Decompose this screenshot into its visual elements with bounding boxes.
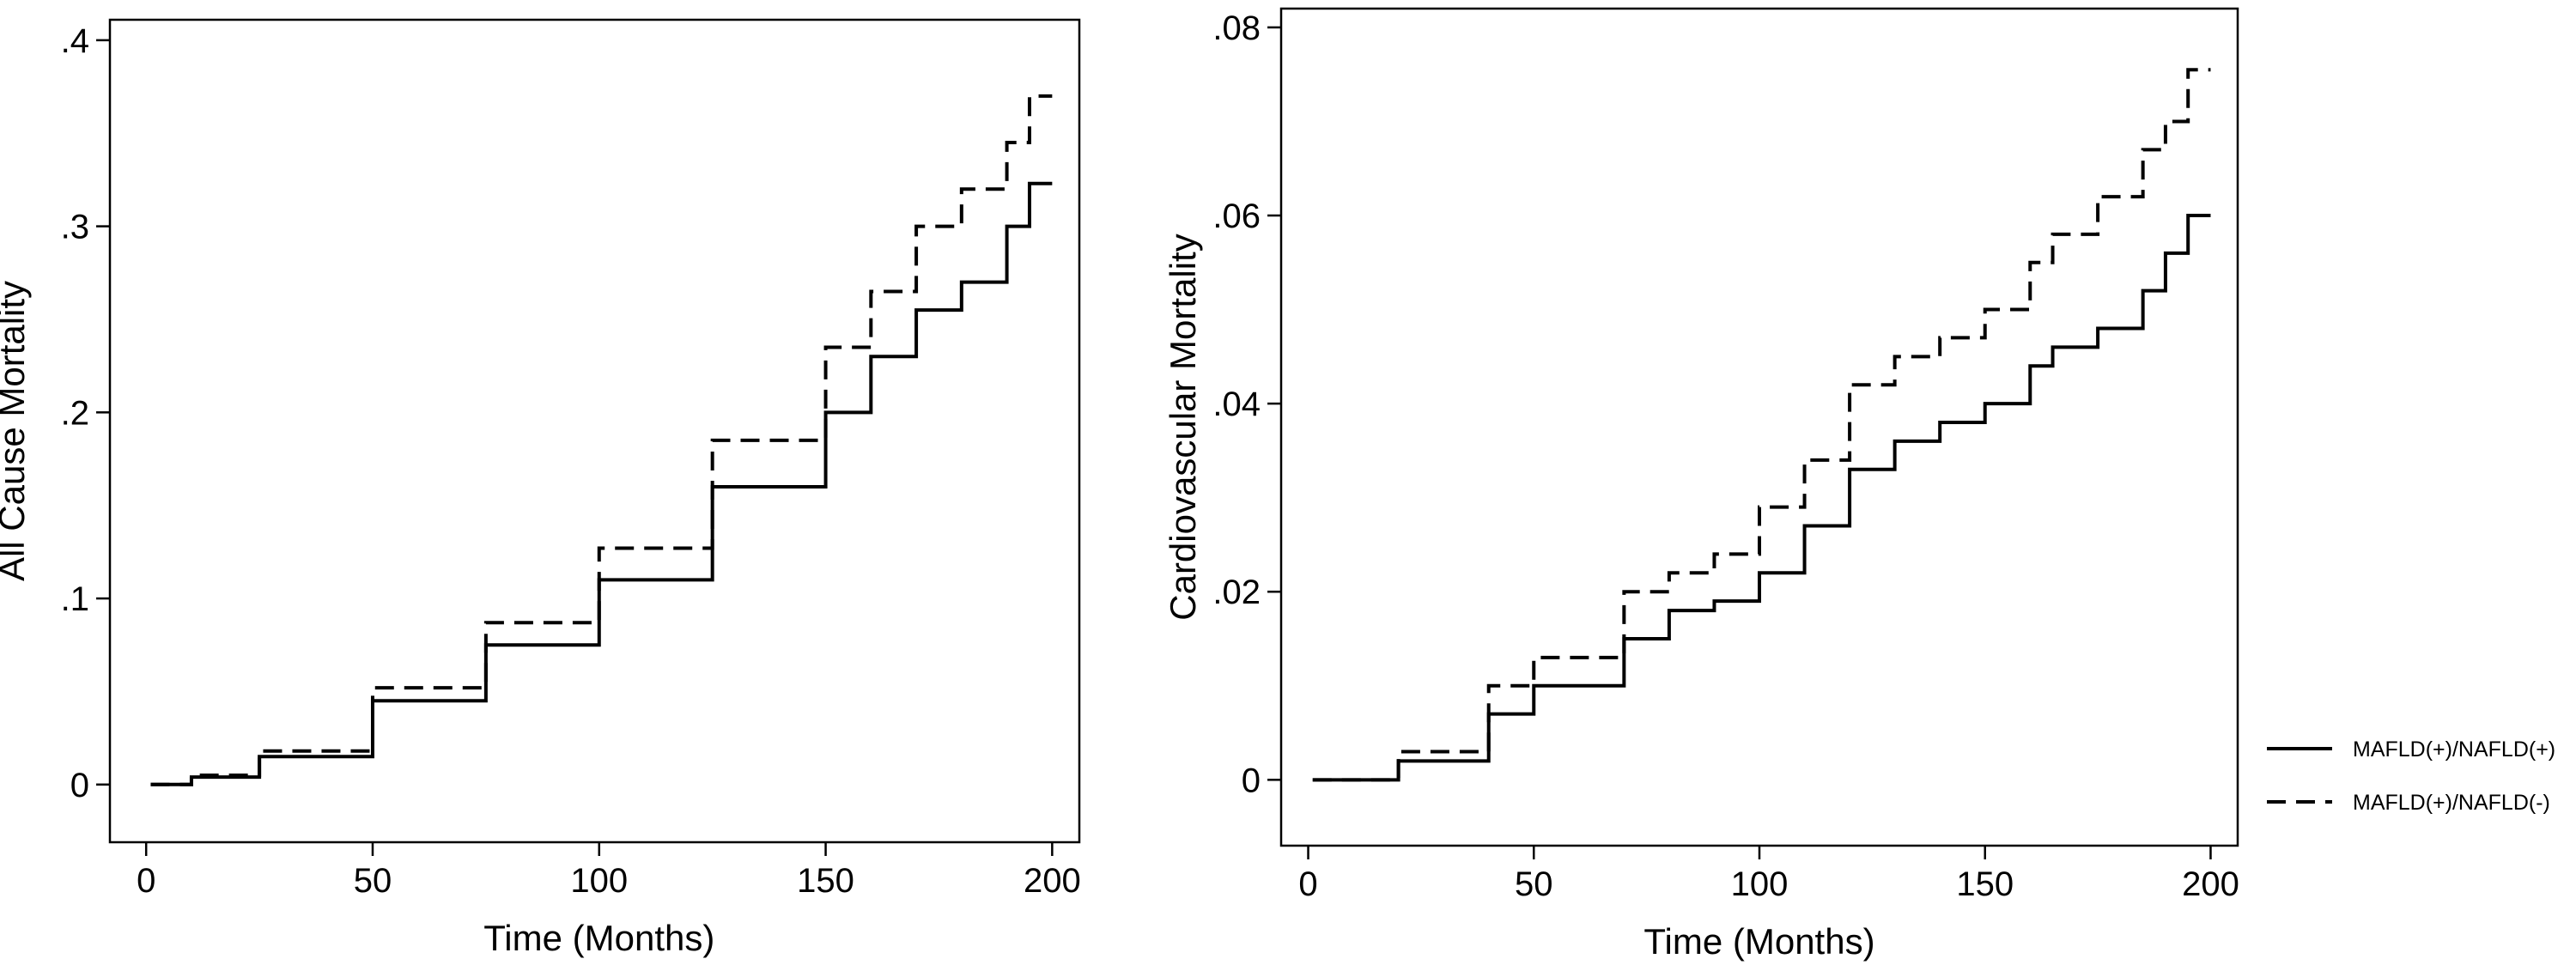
y-tick-label: .06: [1212, 197, 1261, 235]
x-tick-label: 150: [1956, 865, 2014, 903]
y-tick-label: 0: [70, 767, 89, 804]
y-axis-title: Cardiovascular Mortality: [1163, 234, 1203, 620]
y-tick-label: .02: [1212, 573, 1261, 611]
y-tick-label: .4: [61, 22, 89, 60]
y-tick-label: .3: [61, 209, 89, 246]
y-tick-label: 0: [1242, 762, 1261, 799]
legend-label: MAFLD(+)/NAFLD(-): [2353, 791, 2550, 815]
x-tick-label: 50: [1515, 865, 1553, 903]
x-tick-label: 100: [1731, 865, 1789, 903]
x-tick-label: 150: [797, 862, 854, 900]
x-axis-title: Time (Months): [1643, 921, 1874, 962]
y-axis-title: All Cause Mortality: [0, 281, 32, 581]
step-line: [1312, 68, 2211, 782]
y-tick-label: .08: [1212, 9, 1261, 47]
x-tick-label: 200: [1024, 862, 1081, 900]
x-tick-label: 0: [137, 862, 155, 900]
plot-frame: [108, 18, 1081, 844]
step-line: [1312, 214, 2211, 782]
plot-frame: [1279, 7, 2239, 847]
x-tick-label: 0: [1298, 865, 1317, 903]
x-tick-label: 100: [570, 862, 628, 900]
x-tick-label: 50: [354, 862, 392, 900]
y-tick-label: .04: [1212, 385, 1261, 423]
x-tick-label: 200: [2182, 865, 2239, 903]
y-tick-label: .1: [61, 580, 89, 618]
legend-label: MAFLD(+)/NAFLD(+): [2353, 737, 2555, 762]
step-line: [150, 94, 1053, 786]
x-axis-title: Time (Months): [483, 918, 714, 958]
y-tick-label: .2: [61, 394, 89, 432]
step-line: [150, 181, 1053, 786]
